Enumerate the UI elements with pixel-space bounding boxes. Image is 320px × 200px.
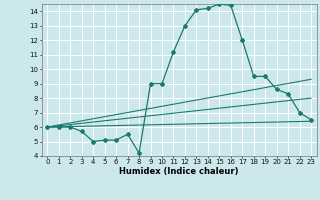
X-axis label: Humidex (Indice chaleur): Humidex (Indice chaleur) [119,167,239,176]
